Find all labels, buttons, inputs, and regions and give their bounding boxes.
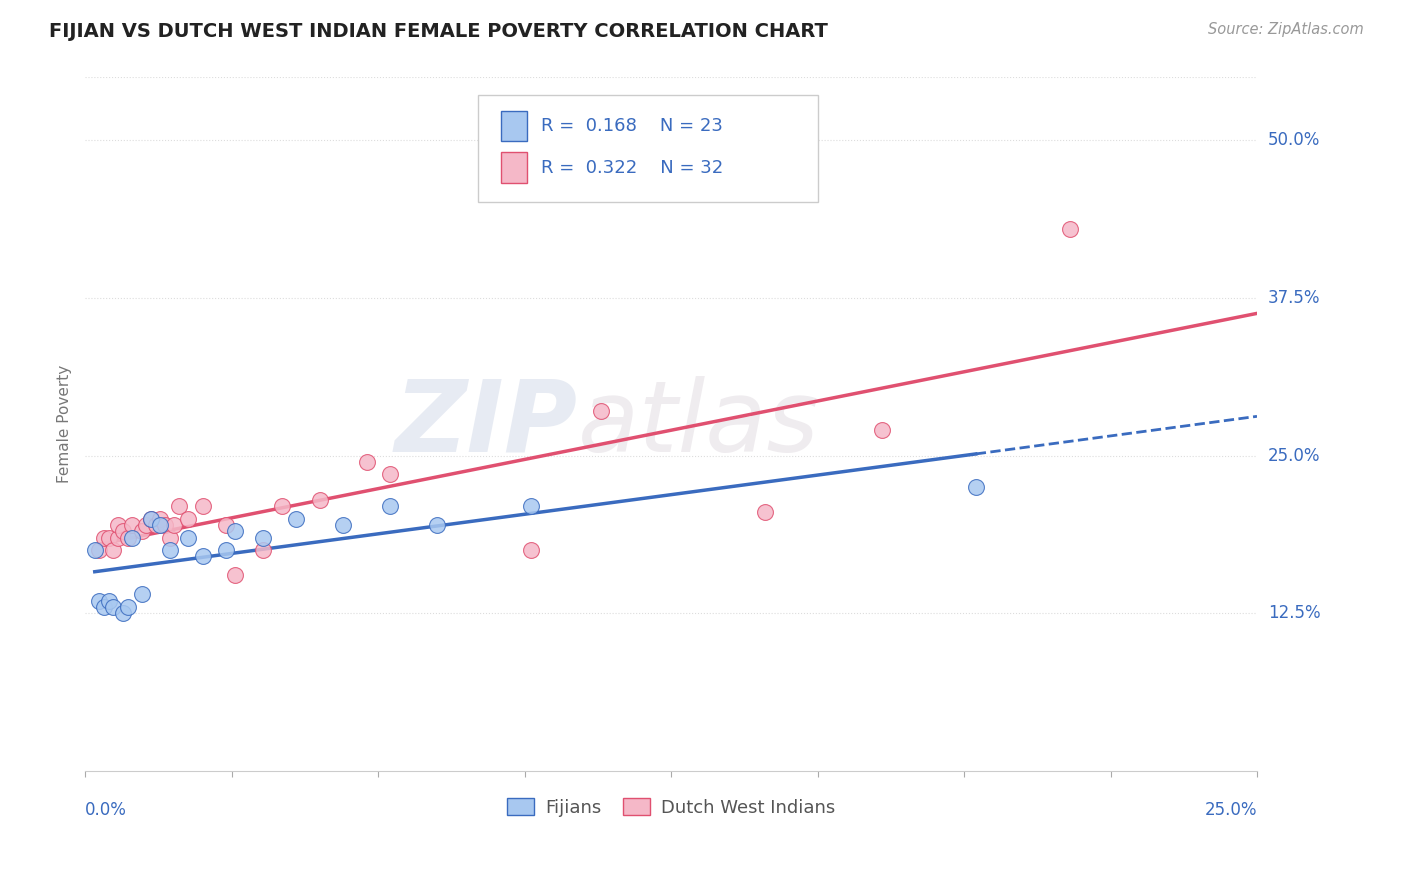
Point xyxy=(177,511,200,525)
Point xyxy=(159,531,181,545)
Text: ZIP: ZIP xyxy=(395,376,578,473)
Point xyxy=(97,593,120,607)
Text: R =  0.168    N = 23: R = 0.168 N = 23 xyxy=(541,117,723,135)
Text: R =  0.322    N = 32: R = 0.322 N = 32 xyxy=(541,159,723,177)
Legend: Fijians, Dutch West Indians: Fijians, Dutch West Indians xyxy=(501,791,842,824)
Point xyxy=(215,543,238,558)
Point xyxy=(224,568,246,582)
FancyBboxPatch shape xyxy=(478,95,818,202)
Point xyxy=(93,531,115,545)
Point xyxy=(97,531,120,545)
Point xyxy=(93,599,115,614)
Point xyxy=(145,517,167,532)
Point xyxy=(426,517,449,532)
Point xyxy=(1059,221,1081,235)
Point xyxy=(153,517,176,532)
Point xyxy=(117,599,139,614)
Point xyxy=(285,511,308,525)
Point xyxy=(139,511,162,525)
Text: FIJIAN VS DUTCH WEST INDIAN FEMALE POVERTY CORRELATION CHART: FIJIAN VS DUTCH WEST INDIAN FEMALE POVER… xyxy=(49,22,828,41)
Text: 25.0%: 25.0% xyxy=(1205,801,1257,819)
Point xyxy=(215,517,238,532)
Point xyxy=(121,531,143,545)
Point xyxy=(131,524,153,539)
Point xyxy=(308,492,330,507)
Point xyxy=(754,505,776,519)
Text: 50.0%: 50.0% xyxy=(1268,131,1320,150)
Text: Source: ZipAtlas.com: Source: ZipAtlas.com xyxy=(1208,22,1364,37)
Point xyxy=(121,517,143,532)
Y-axis label: Female Poverty: Female Poverty xyxy=(58,365,72,483)
Point xyxy=(83,543,105,558)
Point xyxy=(159,543,181,558)
Point xyxy=(589,404,612,418)
Text: 12.5%: 12.5% xyxy=(1268,604,1320,622)
Point xyxy=(89,593,111,607)
Point xyxy=(356,455,378,469)
Text: atlas: atlas xyxy=(578,376,820,473)
Point xyxy=(139,511,162,525)
Point xyxy=(519,499,541,513)
Point xyxy=(332,517,354,532)
Point xyxy=(135,517,157,532)
Point xyxy=(167,499,190,513)
Point xyxy=(271,499,294,513)
Point xyxy=(149,517,172,532)
Point xyxy=(252,531,274,545)
Point xyxy=(378,499,401,513)
Point xyxy=(965,480,987,494)
Point xyxy=(89,543,111,558)
Point xyxy=(103,599,125,614)
Point xyxy=(519,543,541,558)
Point xyxy=(111,524,134,539)
Point xyxy=(111,606,134,620)
Point xyxy=(191,499,214,513)
Point xyxy=(191,549,214,564)
Point xyxy=(149,511,172,525)
Point xyxy=(107,531,129,545)
Point xyxy=(103,543,125,558)
Point xyxy=(163,517,186,532)
FancyBboxPatch shape xyxy=(502,111,527,141)
FancyBboxPatch shape xyxy=(502,153,527,183)
Point xyxy=(378,467,401,482)
Point xyxy=(177,531,200,545)
Point xyxy=(870,423,893,437)
Text: 37.5%: 37.5% xyxy=(1268,289,1320,307)
Point xyxy=(252,543,274,558)
Text: 0.0%: 0.0% xyxy=(86,801,128,819)
Text: 25.0%: 25.0% xyxy=(1268,447,1320,465)
Point xyxy=(107,517,129,532)
Point xyxy=(131,587,153,601)
Point xyxy=(224,524,246,539)
Point xyxy=(117,531,139,545)
